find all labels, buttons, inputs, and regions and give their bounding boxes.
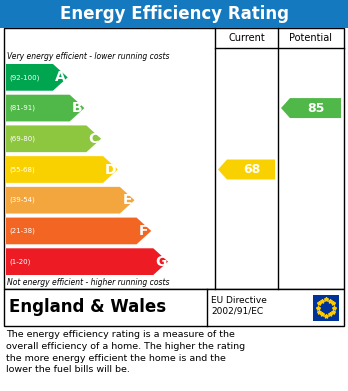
Text: The energy efficiency rating is a measure of the
overall efficiency of a home. T: The energy efficiency rating is a measur… [6,330,245,375]
Polygon shape [281,98,341,118]
Text: B: B [72,101,82,115]
Text: Potential: Potential [290,33,332,43]
Text: (55-68): (55-68) [9,166,35,173]
Text: Not energy efficient - higher running costs: Not energy efficient - higher running co… [7,278,169,287]
Text: (69-80): (69-80) [9,136,35,142]
Text: Energy Efficiency Rating: Energy Efficiency Rating [60,5,288,23]
Text: (39-54): (39-54) [9,197,35,203]
Text: A: A [55,70,66,84]
Polygon shape [6,64,68,91]
Bar [313,294,339,321]
Text: England & Wales: England & Wales [9,298,166,316]
Polygon shape [6,217,151,244]
Text: EU Directive
2002/91/EC: EU Directive 2002/91/EC [211,296,267,315]
Text: (81-91): (81-91) [9,105,35,111]
Polygon shape [6,156,118,183]
Polygon shape [6,187,135,213]
Text: F: F [139,224,149,238]
Text: G: G [155,255,166,269]
Text: 68: 68 [243,163,260,176]
Polygon shape [6,95,84,122]
Text: Current: Current [228,33,265,43]
Text: D: D [105,163,116,176]
Polygon shape [218,160,275,179]
Polygon shape [6,248,168,275]
Text: Very energy efficient - lower running costs: Very energy efficient - lower running co… [7,52,169,61]
Text: C: C [89,132,99,146]
Bar [4,28,344,289]
Text: E: E [122,193,132,207]
Polygon shape [6,126,101,152]
Text: (92-100): (92-100) [9,74,39,81]
Text: (21-38): (21-38) [9,228,35,234]
Text: (1-20): (1-20) [9,258,30,265]
Bar [0,0,348,28]
Bar [4,289,344,326]
Text: 85: 85 [307,102,325,115]
